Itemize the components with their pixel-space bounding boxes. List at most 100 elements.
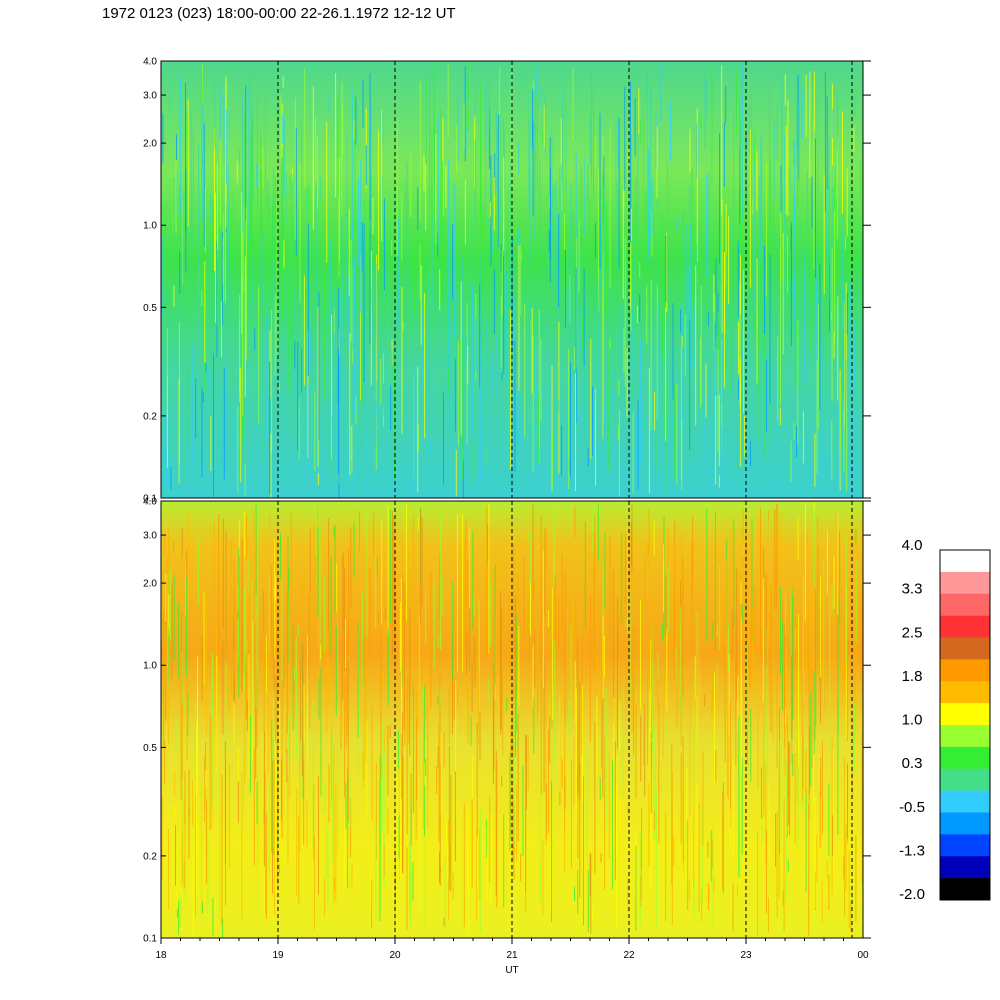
heatmap-streak	[545, 693, 547, 846]
heatmap-streak	[682, 736, 684, 863]
heatmap-streak	[744, 571, 746, 723]
heatmap-streak	[706, 78, 708, 116]
heatmap-streak	[675, 562, 677, 653]
heatmap-streak	[572, 68, 574, 140]
heatmap-streak	[597, 283, 599, 395]
heatmap-streak	[466, 632, 468, 676]
heatmap-streak	[376, 557, 378, 578]
heatmap-streak	[403, 583, 405, 729]
heatmap-streak	[294, 340, 296, 369]
heatmap-streak	[840, 316, 842, 470]
heatmap-streak	[843, 662, 845, 690]
heatmap-streak	[233, 701, 235, 744]
heatmap-streak	[629, 287, 631, 309]
heatmap-streak	[204, 298, 206, 356]
heatmap-streak	[312, 700, 314, 850]
heatmap-streak	[756, 258, 758, 384]
heatmap-streak	[303, 684, 305, 744]
heatmap-streak	[255, 594, 257, 708]
heatmap-streak	[337, 733, 339, 853]
heatmap-streak	[687, 819, 689, 910]
heatmap-streak	[235, 653, 237, 696]
heatmap-streak	[792, 595, 794, 720]
heatmap-streak	[378, 613, 380, 623]
heatmap-streak	[600, 219, 602, 288]
heatmap-streak	[425, 589, 427, 644]
heatmap-streak	[797, 75, 799, 179]
heatmap-streak	[674, 520, 676, 682]
heatmap-streak	[740, 582, 742, 604]
heatmap-streak	[277, 729, 279, 886]
heatmap-streak	[651, 651, 653, 740]
y-tick-label: 1.0	[143, 661, 157, 672]
heatmap-streak	[539, 158, 541, 259]
heatmap-streak	[346, 631, 348, 736]
heatmap-streak	[290, 512, 292, 661]
heatmap-streak	[739, 148, 741, 224]
heatmap-streak	[483, 346, 485, 366]
heatmap-streak	[212, 898, 214, 937]
heatmap-streak	[275, 648, 277, 761]
heatmap-streak	[163, 611, 165, 746]
heatmap-streak	[536, 267, 538, 339]
heatmap-streak	[406, 676, 408, 835]
heatmap-streak	[539, 796, 541, 902]
heatmap-streak	[681, 336, 683, 348]
colorbar-label: -1.3	[899, 842, 925, 859]
heatmap-streak	[713, 876, 715, 893]
colorbar-frame	[939, 549, 991, 901]
heatmap-streak	[780, 511, 782, 570]
heatmap-streak	[757, 515, 759, 549]
heatmap-streak	[212, 199, 214, 327]
heatmap-streak	[779, 740, 781, 843]
heatmap-streak	[262, 733, 264, 810]
heatmap-streak	[215, 899, 216, 908]
heatmap-streak	[688, 879, 690, 901]
heatmap-streak	[784, 634, 786, 708]
heatmap-streak	[228, 666, 230, 714]
heatmap-streak	[437, 306, 439, 435]
heatmap-streak	[438, 353, 440, 367]
heatmap-streak	[662, 622, 663, 642]
heatmap-streak	[288, 588, 290, 715]
heatmap-streak	[597, 503, 599, 562]
heatmap-streak	[705, 174, 707, 276]
heatmap-streak	[703, 394, 705, 475]
heatmap-streak	[513, 717, 515, 842]
heatmap-streak	[596, 658, 598, 697]
heatmap-streak	[630, 241, 632, 332]
heatmap-streak	[593, 531, 595, 674]
heatmap-streak	[587, 870, 589, 932]
heatmap-streak	[402, 712, 404, 873]
heatmap-streak	[819, 760, 821, 791]
heatmap-streak	[694, 306, 696, 368]
heatmap-streak	[165, 413, 167, 489]
heatmap-streak	[737, 676, 739, 732]
heatmap-streak	[294, 640, 296, 708]
heatmap-streak	[490, 813, 492, 904]
heatmap-streak	[230, 209, 232, 238]
heatmap-streak	[307, 638, 308, 690]
heatmap-streak	[342, 103, 344, 156]
heatmap-streak	[192, 780, 194, 826]
heatmap-streak	[764, 246, 765, 335]
heatmap-streak	[656, 126, 658, 199]
heatmap-streak	[185, 169, 187, 272]
heatmap-streak	[412, 862, 414, 901]
heatmap-streak	[640, 599, 641, 710]
heatmap-streak	[210, 194, 212, 224]
heatmap-streak	[824, 71, 826, 212]
heatmap-streak	[351, 425, 353, 474]
heatmap-streak	[268, 575, 270, 654]
heatmap-streak	[175, 159, 177, 233]
heatmap-streak	[779, 407, 781, 426]
heatmap-streak	[331, 314, 332, 459]
heatmap-streak	[627, 507, 628, 635]
heatmap-streak	[281, 580, 283, 694]
heatmap-streak	[801, 89, 803, 139]
x-tick-label: 19	[272, 950, 284, 961]
heatmap-streak	[843, 393, 845, 472]
heatmap-streak	[250, 141, 252, 246]
heatmap-streak	[436, 766, 438, 795]
heatmap-streak	[821, 880, 823, 923]
